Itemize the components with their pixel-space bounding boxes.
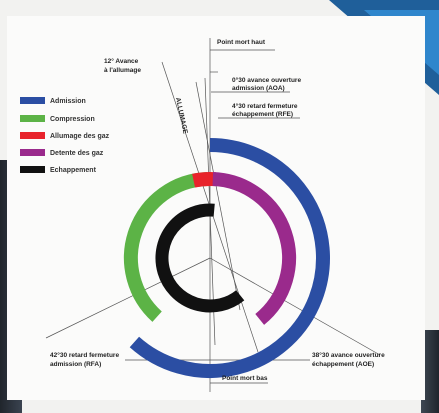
label-aoe-2: échappement (AOE) xyxy=(312,361,374,368)
label-rfe-1: 4°30 retard fermeture xyxy=(232,102,298,110)
label-ignition-advance-2: à l'allumage xyxy=(104,67,141,74)
legend-label-ignition: Allumage des gaz xyxy=(50,133,110,140)
arc-compression xyxy=(123,172,208,322)
legend-swatch-admission xyxy=(20,97,45,104)
legend-swatch-ignition xyxy=(20,132,45,139)
legend-swatch-expansion xyxy=(20,149,45,156)
label-rfa-2: admission (RFA) xyxy=(50,361,101,368)
rfe-line xyxy=(195,81,241,311)
arc-admission xyxy=(129,138,330,378)
arc-expansion xyxy=(212,172,296,325)
rfa-line xyxy=(45,257,211,339)
dark-background-right xyxy=(421,330,439,413)
legend-label-expansion: Detente des gaz xyxy=(50,150,104,157)
label-aoa-1: 0°30 avance ouverture xyxy=(232,76,301,84)
legend-label-admission: Admission xyxy=(50,98,86,105)
label-spark: ALLUMAGE xyxy=(174,97,189,135)
cycle-rings xyxy=(123,138,330,378)
label-ignition-advance-1: 12° Avance xyxy=(104,57,139,65)
legend-label-exhaust: Echappement xyxy=(50,167,97,174)
legend-label-compression: Compression xyxy=(50,116,95,123)
arc-ignition xyxy=(192,172,216,188)
legend: Admission Compression Allumage des gaz D… xyxy=(20,97,110,174)
diagram-panel xyxy=(7,16,425,400)
label-aoe-1: 38°30 avance ouverture xyxy=(312,351,385,359)
aoe-line xyxy=(209,257,381,356)
label-bdc: Point mort bas xyxy=(222,375,268,382)
label-rfe-2: échappement (RFE) xyxy=(232,111,293,118)
label-rfa-1: 42°30 retard fermeture xyxy=(50,351,119,359)
label-tdc: Point mort haut xyxy=(217,39,266,46)
label-aoa-2: admission (AOA) xyxy=(232,85,285,92)
legend-swatch-exhaust xyxy=(20,166,45,173)
legend-swatch-compression xyxy=(20,115,45,122)
arc-exhaust xyxy=(155,203,245,313)
